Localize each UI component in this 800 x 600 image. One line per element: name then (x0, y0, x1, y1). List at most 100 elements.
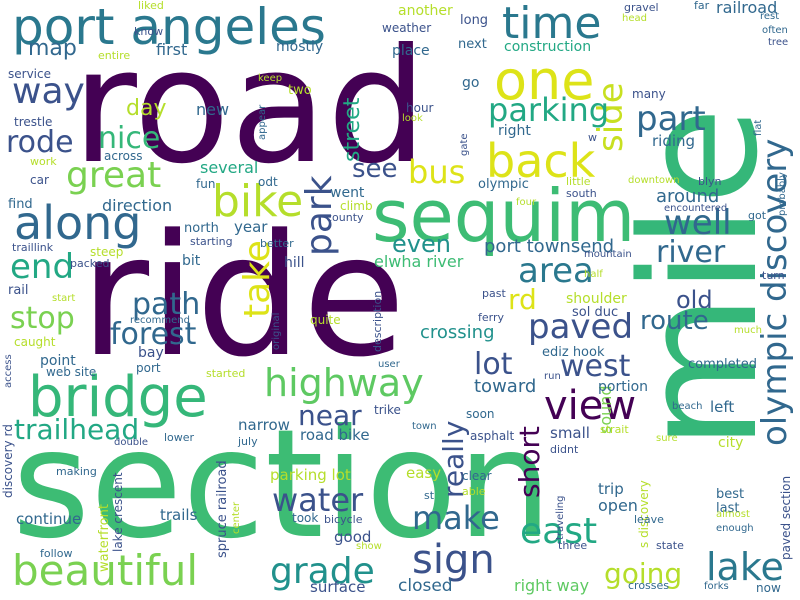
word-long: long (460, 13, 489, 28)
word-paved: paved (528, 307, 634, 347)
word-great: great (66, 155, 162, 196)
word-sequim: sequim (372, 174, 636, 258)
word-packed: packed (70, 257, 110, 270)
word-service: service (8, 67, 51, 81)
word-road: road (72, 15, 428, 199)
word-make: make (412, 499, 500, 537)
word-street: street (340, 97, 365, 162)
word-four: four (516, 197, 537, 208)
word-sure: sure (656, 433, 678, 444)
word-riding: riding (652, 132, 696, 150)
word-area: area (518, 251, 594, 291)
word-trike: trike (374, 403, 401, 417)
word-rail: rail (8, 283, 29, 298)
word-steep: steep (90, 245, 124, 259)
word-section: section (12, 398, 553, 572)
word-hill: hill (284, 255, 305, 271)
word-stop: stop (10, 301, 75, 336)
word-rode: rode (6, 125, 74, 160)
word-parking: parking (488, 91, 610, 129)
word-east: east (520, 511, 598, 552)
word-able: able (462, 485, 486, 498)
word-map: map (28, 36, 77, 61)
word-easy: easy (406, 464, 442, 482)
word-asphalt: asphalt (470, 429, 515, 443)
word-right: right (498, 123, 531, 139)
word-starting: starting (190, 235, 233, 248)
word-car: car (30, 173, 49, 187)
word-port-townsend: port townsend (484, 236, 615, 257)
word-bit: bit (182, 253, 201, 269)
word-go: go (462, 75, 480, 91)
word-back: back (486, 134, 596, 188)
word-lake-crescent: lake crescent (111, 472, 125, 552)
word-county: county (326, 211, 364, 224)
word-enough: enough (716, 523, 754, 534)
word-gravel: gravel (624, 1, 659, 14)
word-next: next (458, 37, 487, 52)
word-often: often (762, 25, 788, 36)
word-climb: climb (340, 199, 373, 213)
word-turn: turn (762, 269, 785, 282)
word-path: path (132, 287, 201, 322)
word-near: near (298, 399, 362, 432)
word-right-way: right way (514, 576, 590, 595)
word-two: two (288, 83, 312, 98)
word-river: river (656, 235, 726, 270)
word-spruce-railroad: spruce railroad (215, 460, 230, 558)
word-liked: liked (138, 0, 164, 12)
word-show: show (356, 541, 382, 552)
word-road-bike: road bike (300, 426, 370, 444)
word-waterfront: waterfront (97, 504, 112, 572)
word-trails: trails (160, 506, 198, 524)
word-gate: gate (459, 133, 470, 156)
word-double: double (114, 437, 149, 448)
word-water: water (272, 481, 364, 519)
word-head: head (622, 13, 647, 24)
word-run: run (544, 371, 561, 382)
word-went: went (330, 185, 365, 201)
word-beach: beach (672, 401, 703, 412)
word-left: left (710, 398, 735, 416)
word-even: even (392, 230, 451, 258)
word-didnt: didnt (550, 443, 579, 456)
word-well: well (664, 203, 732, 243)
word-beautiful: beautiful (12, 546, 199, 595)
word-july: july (238, 435, 258, 448)
word-appear: appear (257, 104, 268, 140)
word-bridge: bridge (28, 365, 208, 430)
word-parking-lot: parking lot (270, 466, 351, 484)
word-across: across (104, 149, 143, 163)
word-grade: grade (270, 551, 375, 592)
word-one: one (494, 49, 595, 112)
word-mountain: mountain (584, 249, 632, 260)
word-soon: soon (466, 407, 495, 421)
word-traillink: traillink (12, 241, 54, 254)
word-port: port (136, 361, 161, 375)
word-lower: lower (164, 431, 195, 444)
word-almost: almost (716, 509, 750, 520)
word-day: day (126, 96, 167, 121)
word-fun: fun (196, 177, 216, 191)
word-see: see (352, 154, 398, 184)
word-many: many (632, 87, 666, 101)
word-way: way (12, 71, 85, 112)
word-going: going (604, 557, 683, 590)
word-trestle: trestle (14, 115, 53, 129)
word-now: now (756, 581, 781, 595)
word-old: old (676, 286, 713, 314)
word-strait: strait (600, 423, 629, 436)
word-caught: caught (14, 335, 56, 349)
word-work: work (30, 155, 57, 168)
word-leave: leave (634, 513, 664, 526)
word-half: half (584, 269, 603, 280)
word-rest: rest (760, 11, 780, 22)
word-description: description (371, 290, 384, 352)
word-surface: surface (310, 578, 366, 596)
word-nice: nice (98, 121, 161, 156)
word-ride: ride (80, 198, 406, 394)
word-point: point (40, 353, 76, 369)
word-continue: continue (16, 510, 82, 528)
word-narrow: narrow (238, 416, 290, 434)
word-weather: weather (382, 21, 432, 35)
